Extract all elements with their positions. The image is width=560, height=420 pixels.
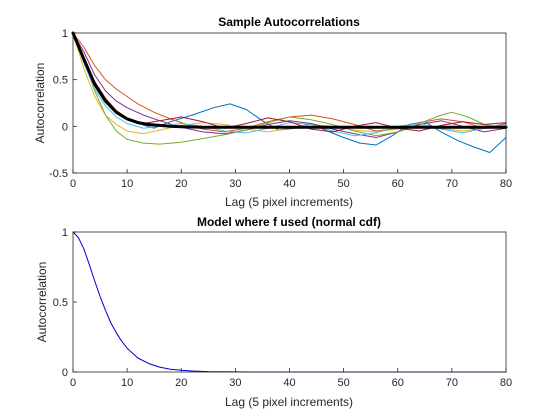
y-tick-label: -0.5 — [49, 168, 68, 180]
y-tick-label: 1 — [62, 227, 68, 239]
x-tick-label: 40 — [283, 178, 295, 190]
plot-title: Sample Autocorrelations — [218, 15, 360, 29]
axes-box — [72, 32, 507, 174]
tick-group: 0 10 20 30 40 50 60 70 80 0 0.5 1 — [53, 227, 512, 389]
series-line-5 — [72, 32, 507, 145]
sample-autocorrelations-plot: Sample Autocorrelations 0 10 20 30 40 50 60 70 8… — [33, 15, 512, 209]
x-tick-label: 70 — [446, 377, 458, 389]
x-tick-label: 30 — [229, 178, 241, 190]
x-tick-label: 0 — [70, 178, 76, 190]
series-line-6 — [72, 32, 507, 137]
axes-box — [72, 231, 507, 373]
x-tick-label: 10 — [121, 377, 133, 389]
mean-autocorrelation-line — [71, 31, 508, 129]
x-tick-label: 80 — [500, 178, 512, 190]
y-axis-label: Autocorrelation — [35, 262, 49, 343]
tick-group: 0 10 20 30 40 50 60 70 80-0.500.51 — [49, 28, 512, 190]
x-tick-label: 50 — [338, 377, 350, 389]
model-normal-cdf-plot: Model where f used (normal cdf) 0 10 20 30 4… — [35, 215, 512, 409]
x-tick-label: 70 — [446, 178, 458, 190]
x-tick-label: 60 — [392, 178, 404, 190]
x-tick-label: 0 — [70, 377, 76, 389]
x-axis-label: Lag (5 pixel increments) — [225, 395, 353, 409]
y-tick-label: 0 — [62, 121, 68, 133]
y-tick-label: 0.5 — [53, 297, 68, 309]
x-tick-label: 20 — [175, 377, 187, 389]
x-tick-label: 80 — [500, 377, 512, 389]
y-tick-label: 0.5 — [53, 75, 68, 87]
x-axis-label: Lag (5 pixel increments) — [225, 195, 353, 209]
y-tick-label: 1 — [62, 28, 68, 40]
plot-title: Model where f used (normal cdf) — [197, 215, 381, 229]
x-tick-label: 30 — [229, 377, 241, 389]
x-tick-label: 10 — [121, 178, 133, 190]
x-tick-label: 60 — [392, 377, 404, 389]
y-tick-label: 0 — [62, 367, 68, 379]
y-axis-label: Autocorrelation — [33, 63, 47, 144]
series-group — [71, 31, 508, 153]
x-tick-label: 40 — [283, 377, 295, 389]
x-tick-label: 20 — [175, 178, 187, 190]
x-tick-label: 50 — [338, 178, 350, 190]
